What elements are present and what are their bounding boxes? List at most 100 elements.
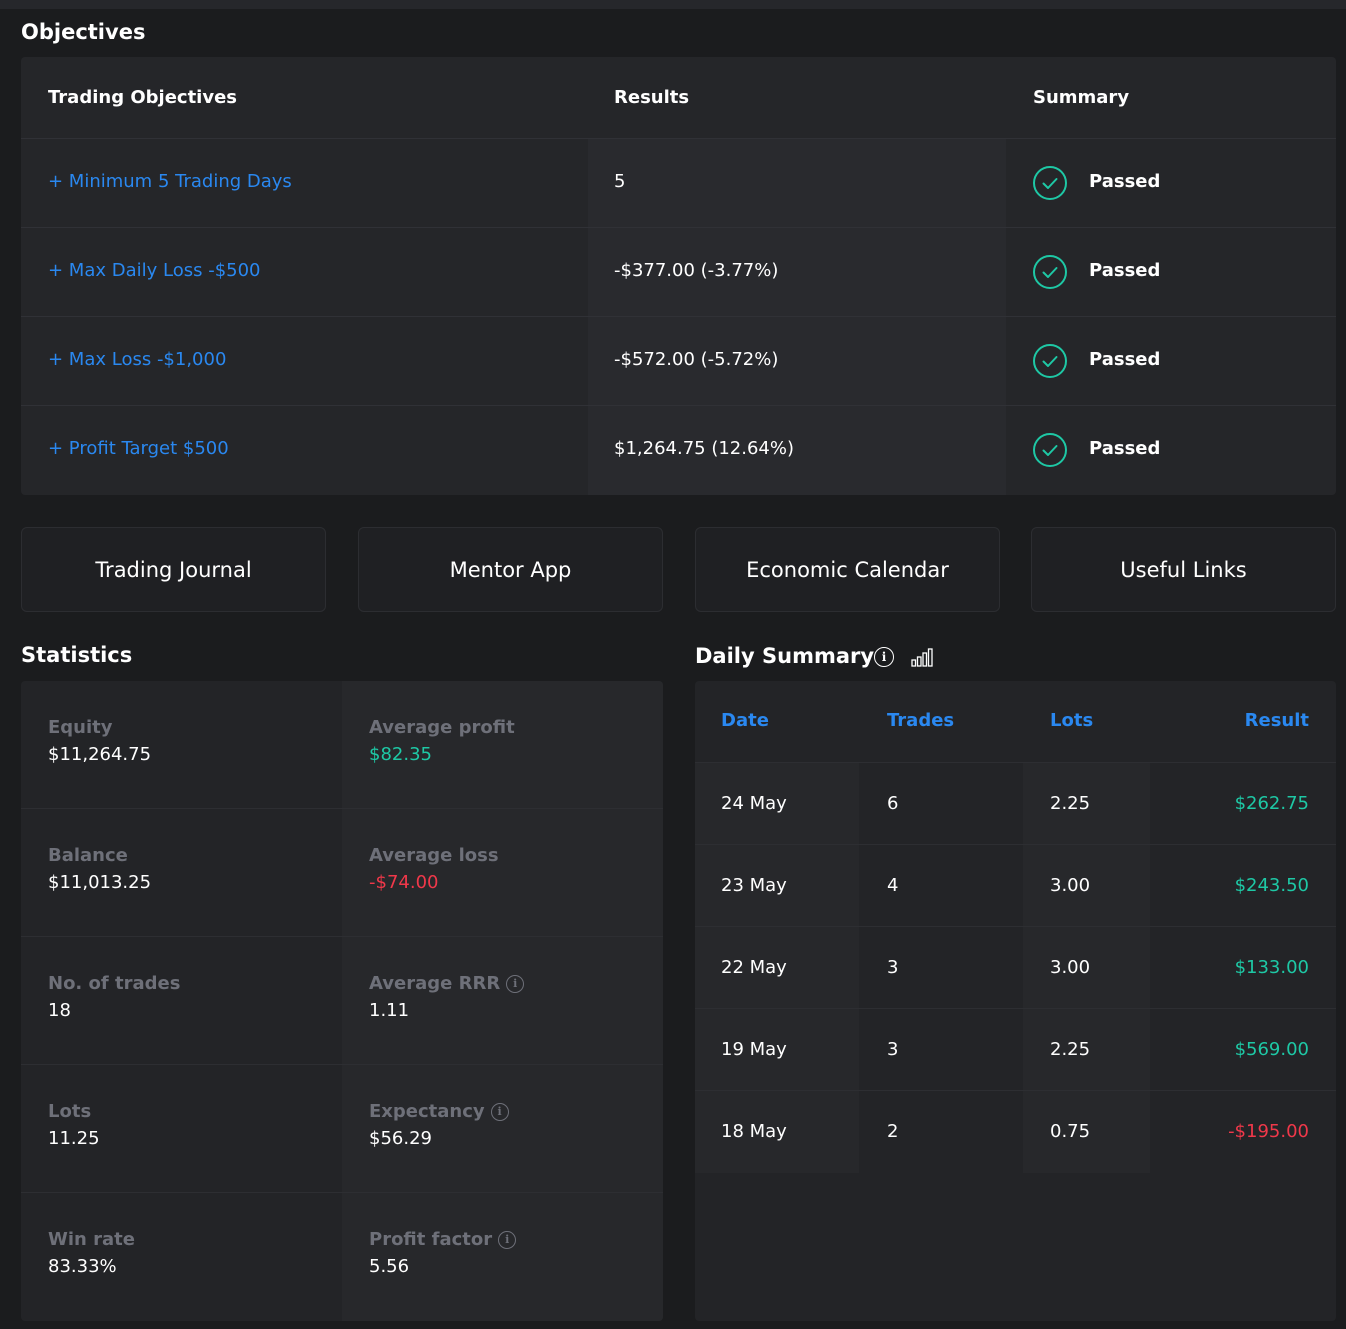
stat-value: -$74.00	[369, 872, 439, 893]
objective-result: -$572.00 (-5.72%)	[614, 349, 779, 370]
header-trades[interactable]: Trades	[887, 710, 955, 731]
stat-no-of-trades: No. of trades 18	[48, 973, 180, 1021]
info-icon[interactable]: i	[490, 1102, 509, 1121]
stat-row: Balance $11,013.25 Average loss -$74.00	[21, 809, 663, 937]
stat-label: Lots	[48, 1101, 92, 1122]
stat-label: No. of trades	[48, 973, 181, 994]
daily-summary-table: Date Trades Lots Result 24 May 6 2.25 $2…	[695, 681, 1336, 1321]
stat-row: Equity $11,264.75 Average profit $82.35	[21, 681, 663, 809]
stat-value: $11,264.75	[48, 744, 152, 765]
statistics-title: Statistics	[21, 643, 133, 667]
daily-lots: 0.75	[1050, 1121, 1091, 1142]
daily-row: 23 May 4 3.00 $243.50	[695, 845, 1336, 927]
info-icon[interactable]: i	[498, 1230, 517, 1249]
stat-average-rrr: Average RRR i 1.11	[369, 973, 525, 1021]
check-circle-icon	[1033, 255, 1067, 289]
objective-result: 5	[614, 171, 626, 192]
objective-row: + Max Loss -$1,000 -$572.00 (-5.72%) Pas…	[21, 317, 1336, 406]
top-bar	[0, 0, 1346, 9]
daily-lots: 3.00	[1050, 957, 1091, 978]
check-circle-icon	[1033, 344, 1067, 378]
daily-row: 19 May 3 2.25 $569.00	[695, 1009, 1336, 1091]
objective-status: Passed	[1089, 438, 1161, 459]
objective-result: $1,264.75 (12.64%)	[614, 438, 795, 459]
daily-date: 19 May	[721, 1039, 787, 1060]
info-icon[interactable]: i	[874, 647, 894, 667]
daily-result: $133.00	[1234, 957, 1309, 978]
mentor-app-button[interactable]: Mentor App	[358, 527, 663, 612]
objective-row: + Max Daily Loss -$500 -$377.00 (-3.77%)…	[21, 228, 1336, 317]
economic-calendar-button[interactable]: Economic Calendar	[695, 527, 1000, 612]
stat-row: Win rate 83.33% Profit factor i 5.56	[21, 1193, 663, 1321]
stat-profit-factor: Profit factor i 5.56	[369, 1229, 517, 1277]
check-circle-icon	[1033, 433, 1067, 467]
daily-lots: 2.25	[1050, 1039, 1091, 1060]
objectives-title: Objectives	[21, 20, 146, 44]
stat-label: Win rate	[48, 1229, 135, 1250]
daily-trades: 2	[887, 1121, 899, 1142]
stat-label: Profit factor	[369, 1229, 493, 1250]
daily-trades: 3	[887, 1039, 899, 1060]
daily-trades: 3	[887, 957, 899, 978]
stat-average-profit: Average profit $82.35	[369, 717, 515, 765]
daily-trades: 4	[887, 875, 899, 896]
daily-date: 24 May	[721, 793, 787, 814]
stat-equity: Equity $11,264.75	[48, 717, 151, 765]
stat-label: Expectancy	[369, 1101, 485, 1122]
stat-lots: Lots 11.25	[48, 1101, 100, 1149]
stat-value: 11.25	[48, 1128, 100, 1149]
objective-name[interactable]: + Minimum 5 Trading Days	[48, 171, 292, 192]
daily-summary-header: Date Trades Lots Result	[695, 681, 1336, 763]
stat-row: Lots 11.25 Expectancy i $56.29	[21, 1065, 663, 1193]
daily-result: $569.00	[1234, 1039, 1309, 1060]
daily-result: $262.75	[1234, 793, 1309, 814]
header-date[interactable]: Date	[721, 710, 769, 731]
header-summary: Summary	[1033, 87, 1130, 108]
stat-value: 18	[48, 1000, 71, 1021]
objective-row: + Profit Target $500 $1,264.75 (12.64%) …	[21, 406, 1336, 495]
header-trading-objectives: Trading Objectives	[48, 87, 238, 108]
daily-date: 18 May	[721, 1121, 787, 1142]
stat-label: Average loss	[369, 845, 499, 866]
objective-row: + Minimum 5 Trading Days 5 Passed	[21, 139, 1336, 228]
daily-lots: 2.25	[1050, 793, 1091, 814]
stat-balance: Balance $11,013.25	[48, 845, 151, 893]
useful-links-button[interactable]: Useful Links	[1031, 527, 1336, 612]
objective-name[interactable]: + Max Loss -$1,000	[48, 349, 227, 370]
info-icon[interactable]: i	[506, 974, 525, 993]
objective-result: -$377.00 (-3.77%)	[614, 260, 779, 281]
objectives-header: Trading Objectives Results Summary	[21, 57, 1336, 139]
stat-value: $56.29	[369, 1128, 432, 1149]
header-result[interactable]: Result	[1244, 710, 1309, 731]
daily-result: -$195.00	[1228, 1121, 1309, 1142]
stat-win-rate: Win rate 83.33%	[48, 1229, 135, 1277]
stat-label: Average RRR	[369, 973, 501, 994]
stat-value: 5.56	[369, 1256, 410, 1277]
stat-row: No. of trades 18 Average RRR i 1.11	[21, 937, 663, 1065]
trading-journal-button[interactable]: Trading Journal	[21, 527, 326, 612]
stat-label: Average profit	[369, 717, 515, 738]
daily-row: 22 May 3 3.00 $133.00	[695, 927, 1336, 1009]
stat-label: Balance	[48, 845, 128, 866]
daily-date: 22 May	[721, 957, 787, 978]
daily-row: 24 May 6 2.25 $262.75	[695, 763, 1336, 845]
daily-trades: 6	[887, 793, 899, 814]
statistics-panel: Equity $11,264.75 Average profit $82.35 …	[21, 681, 663, 1321]
stat-expectancy: Expectancy i $56.29	[369, 1101, 509, 1149]
objective-status: Passed	[1089, 260, 1161, 281]
stat-average-loss: Average loss -$74.00	[369, 845, 499, 893]
stat-label: Equity	[48, 717, 113, 738]
bar-chart-icon[interactable]	[911, 647, 933, 667]
objective-name[interactable]: + Profit Target $500	[48, 438, 229, 459]
stat-value: 83.33%	[48, 1256, 117, 1277]
header-results: Results	[614, 87, 690, 108]
objective-name[interactable]: + Max Daily Loss -$500	[48, 260, 261, 281]
daily-lots: 3.00	[1050, 875, 1091, 896]
daily-result: $243.50	[1234, 875, 1309, 896]
check-circle-icon	[1033, 166, 1067, 200]
objective-status: Passed	[1089, 349, 1161, 370]
stat-value: 1.11	[369, 1000, 410, 1021]
daily-date: 23 May	[721, 875, 787, 896]
header-lots[interactable]: Lots	[1050, 710, 1094, 731]
daily-row: 18 May 2 0.75 -$195.00	[695, 1091, 1336, 1173]
